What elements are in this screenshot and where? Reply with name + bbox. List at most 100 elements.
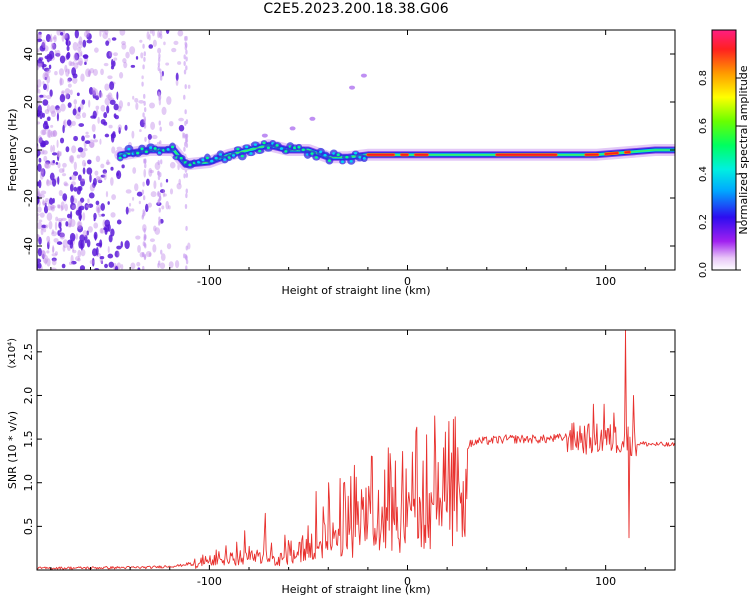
spectrogram-blob-core [218, 153, 223, 156]
spectrogram-speckle [80, 150, 86, 158]
spectrogram-streak [183, 132, 186, 138]
spectrogram-streak [185, 42, 188, 48]
spectrogram-axes: -100 0 100 -40 -20 0 20 40 [22, 30, 675, 288]
spectrogram-speckle [56, 241, 63, 245]
spectrogram-speckle [127, 101, 131, 107]
spectrogram-speckle [110, 177, 114, 186]
spectrogram-speckle [84, 234, 88, 244]
spectrogram-speckle [80, 178, 85, 187]
spectrogram-speckle [88, 192, 95, 199]
spectrogram-speckle [140, 52, 144, 59]
spectrogram-speckle [69, 61, 75, 67]
spectrogram-speckle [59, 232, 66, 240]
spectrogram-speckle [82, 167, 86, 175]
spectrogram-speckle [37, 191, 40, 196]
spectrogram-speckle [49, 38, 53, 42]
spectrogram-speckle [60, 103, 66, 112]
spectrogram-streak [159, 75, 163, 81]
spectrogram-speckle [40, 228, 44, 236]
spectrogram-speckle [73, 53, 78, 62]
spectrogram-blob-core [153, 147, 157, 150]
spectrogram-streak [183, 69, 187, 75]
spectrogram-speckle [44, 224, 49, 229]
spectrogram-speckle [77, 221, 81, 228]
spectrogram-streak [142, 212, 145, 218]
spectrogram-streak [183, 54, 186, 60]
spectrogram-speckle [44, 72, 50, 76]
spectrogram-speckle [66, 52, 70, 60]
spectrogram-speckle [67, 78, 71, 83]
spectrogram-speckle [52, 144, 56, 153]
spectrogram-speckle [107, 75, 113, 80]
spectrogram-blob-core [166, 148, 170, 151]
spectrogram-streak [157, 66, 160, 72]
spectrogram-speckle [51, 231, 58, 237]
spectrogram-speckle [43, 227, 47, 233]
spectrogram-speckle [48, 129, 51, 138]
snr-series-line [37, 330, 675, 570]
spectrogram-speckle [77, 257, 81, 262]
spectrogram-speckle [108, 51, 113, 57]
spectrogram-speckle [77, 57, 83, 66]
spectrogram-speckle [96, 207, 100, 212]
spectrogram-speckle [175, 72, 179, 82]
spectrogram-speckle [111, 37, 117, 41]
spectrogram-speckle [44, 76, 47, 81]
spectrogram-speckle [52, 245, 55, 254]
spectrogram-speckle [51, 204, 56, 209]
spectrogram-speckle [100, 203, 105, 211]
spectrogram-speckle [80, 73, 85, 82]
spectrogram-speckle [109, 81, 115, 91]
spectrogram-speckle [60, 201, 65, 211]
spectrogram-speckle [163, 41, 166, 46]
spectrogram-speckle [147, 202, 152, 208]
spectrogram-speckle [40, 168, 46, 177]
spectrogram-speckle [37, 212, 40, 217]
spectrogram-speckle [94, 267, 100, 270]
colorbar-tick-label: 0.0 [698, 262, 709, 278]
spectrogram-streak [143, 227, 146, 233]
spectrogram-speckle [37, 163, 42, 172]
spectrogram-streak [185, 193, 188, 199]
spectrogram-speckle [60, 31, 64, 36]
spectrogram-speckle [148, 167, 153, 177]
spectrogram-speckle [165, 30, 170, 35]
spectrogram-speckle [45, 34, 51, 43]
spectrogram-speckle [73, 135, 78, 142]
spectrogram-speckle [58, 168, 64, 174]
spectrogram-speckle [187, 84, 191, 89]
spectrogram-speckle [37, 196, 40, 205]
spectrogram-speckle [162, 189, 166, 198]
spectrogram-blob-core [323, 153, 327, 157]
spectrogram-speckle [110, 166, 114, 171]
spectrogram-speckle [66, 45, 70, 52]
spectrogram-speckle [111, 194, 117, 200]
spectrogram-speckle [37, 206, 42, 213]
spectrogram-speckle [94, 170, 99, 176]
spectrogram-streak [143, 107, 147, 113]
spectrogram-speckle [101, 30, 106, 33]
spectrogram-speckle [38, 179, 42, 189]
spectrogram-speckle [51, 253, 58, 257]
spectrogram-speckle [46, 129, 53, 138]
spectrogram-streak [144, 163, 147, 169]
spectrogram-speckle [87, 159, 92, 165]
spectrogram-speckle [56, 139, 59, 149]
spectrogram-speckle [71, 260, 77, 265]
spectrogram-speckle [60, 205, 64, 212]
spectrogram-speckle [92, 90, 96, 99]
spectrogram-speckle [171, 47, 177, 53]
spectrogram-speckle [76, 154, 81, 159]
spectrogram-speckle [168, 205, 171, 210]
spectrogram-speckle [101, 213, 105, 217]
spectrogram-speckle [104, 97, 111, 106]
spectrogram-blob-core [231, 154, 236, 157]
spectrogram-speckle [45, 160, 51, 165]
spectrogram-speckle [149, 30, 153, 34]
spectrogram-speckle [41, 224, 47, 229]
spectrogram-speckle [72, 41, 78, 51]
spectrogram-speckle [51, 259, 57, 266]
spectrogram-speckle [116, 245, 122, 250]
spectrogram-speckle [109, 99, 116, 105]
spectrogram-speckle [146, 31, 150, 40]
